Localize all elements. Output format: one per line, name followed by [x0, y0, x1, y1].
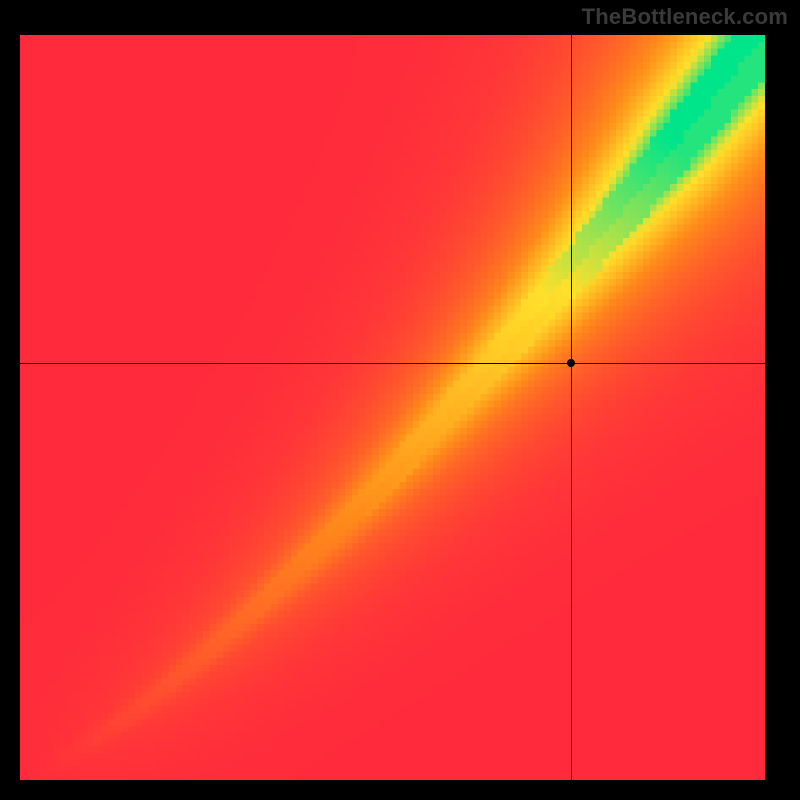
crosshair-vertical	[571, 35, 572, 780]
crosshair-marker	[567, 359, 575, 367]
crosshair-horizontal	[20, 363, 765, 364]
bottleneck-heatmap	[20, 35, 765, 780]
attribution-text: TheBottleneck.com	[582, 4, 788, 30]
heatmap-container: { "attribution": "TheBottleneck.com", "c…	[0, 0, 800, 800]
